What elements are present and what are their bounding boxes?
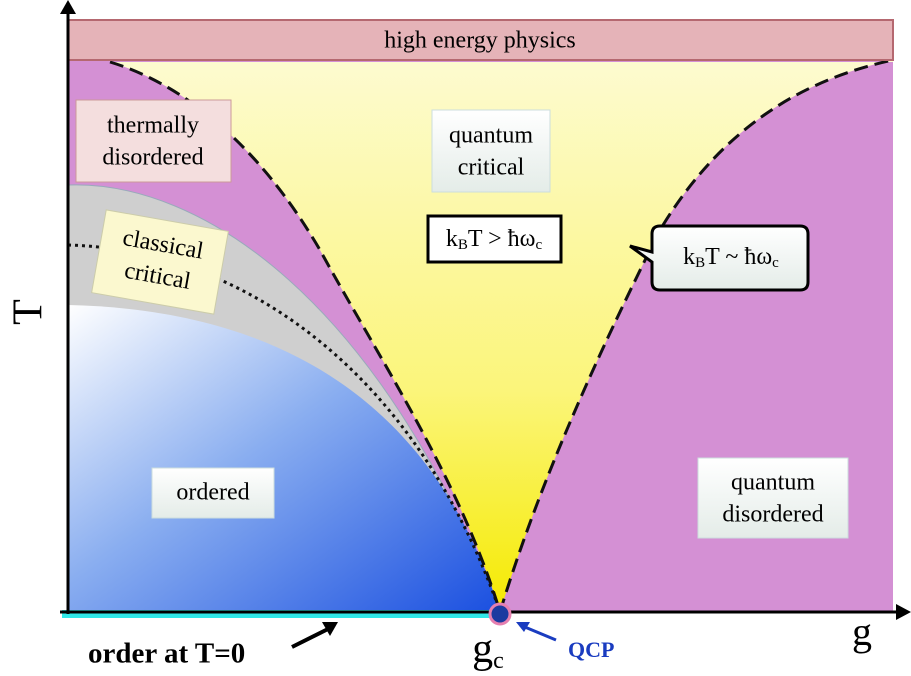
formula-part: g <box>472 626 493 672</box>
label-box <box>151 467 275 519</box>
left-crossover <box>109 60 502 613</box>
critical-point-label: gc <box>472 626 504 674</box>
formula: kBT ~ ħωc <box>683 244 779 272</box>
region-label: ordered <box>176 480 249 506</box>
formula-subscript: B <box>695 255 705 271</box>
order-arrowhead <box>322 622 338 636</box>
qcp-dot <box>488 602 512 626</box>
formula-part: k <box>683 244 695 270</box>
qcp-arrowhead <box>516 622 530 632</box>
callout-box <box>629 224 810 292</box>
formula-subscript: c <box>493 648 504 674</box>
qcp-label: QCP <box>568 637 614 662</box>
label-box <box>697 457 849 539</box>
formula-part: T > ħω <box>468 226 536 252</box>
y-axis-arrow <box>60 0 76 14</box>
x-axis-arrow <box>896 604 911 620</box>
band-label: high energy physics <box>384 28 576 54</box>
region-label: thermally <box>107 113 199 139</box>
label-box <box>431 109 551 193</box>
region-label: disordered <box>722 502 823 528</box>
order-annotation: order at T=0 <box>88 638 245 670</box>
y-axis-label: T <box>6 299 52 325</box>
label-box <box>91 209 229 315</box>
formula-box <box>426 214 563 264</box>
formula-subscript: c <box>772 255 779 271</box>
region-label: quantum <box>731 470 815 496</box>
formula-subscript: B <box>458 237 468 253</box>
label-box <box>75 99 232 183</box>
x-axis-label: g <box>852 609 872 654</box>
formula-subscript: c <box>535 237 542 253</box>
formula-part: T ~ ħω <box>705 244 772 270</box>
quantum-critical-region <box>110 60 893 612</box>
high-energy-band <box>67 19 894 61</box>
formula-part: k <box>446 226 458 252</box>
region-label: disordered <box>102 145 203 171</box>
ordered-region <box>68 305 500 612</box>
region-label: quantum <box>449 123 533 149</box>
order-arrow <box>291 626 331 649</box>
formula: kBT > ħωc <box>446 226 543 254</box>
region-label: critical <box>458 155 525 181</box>
tilted-label: classical critical <box>91 209 229 315</box>
